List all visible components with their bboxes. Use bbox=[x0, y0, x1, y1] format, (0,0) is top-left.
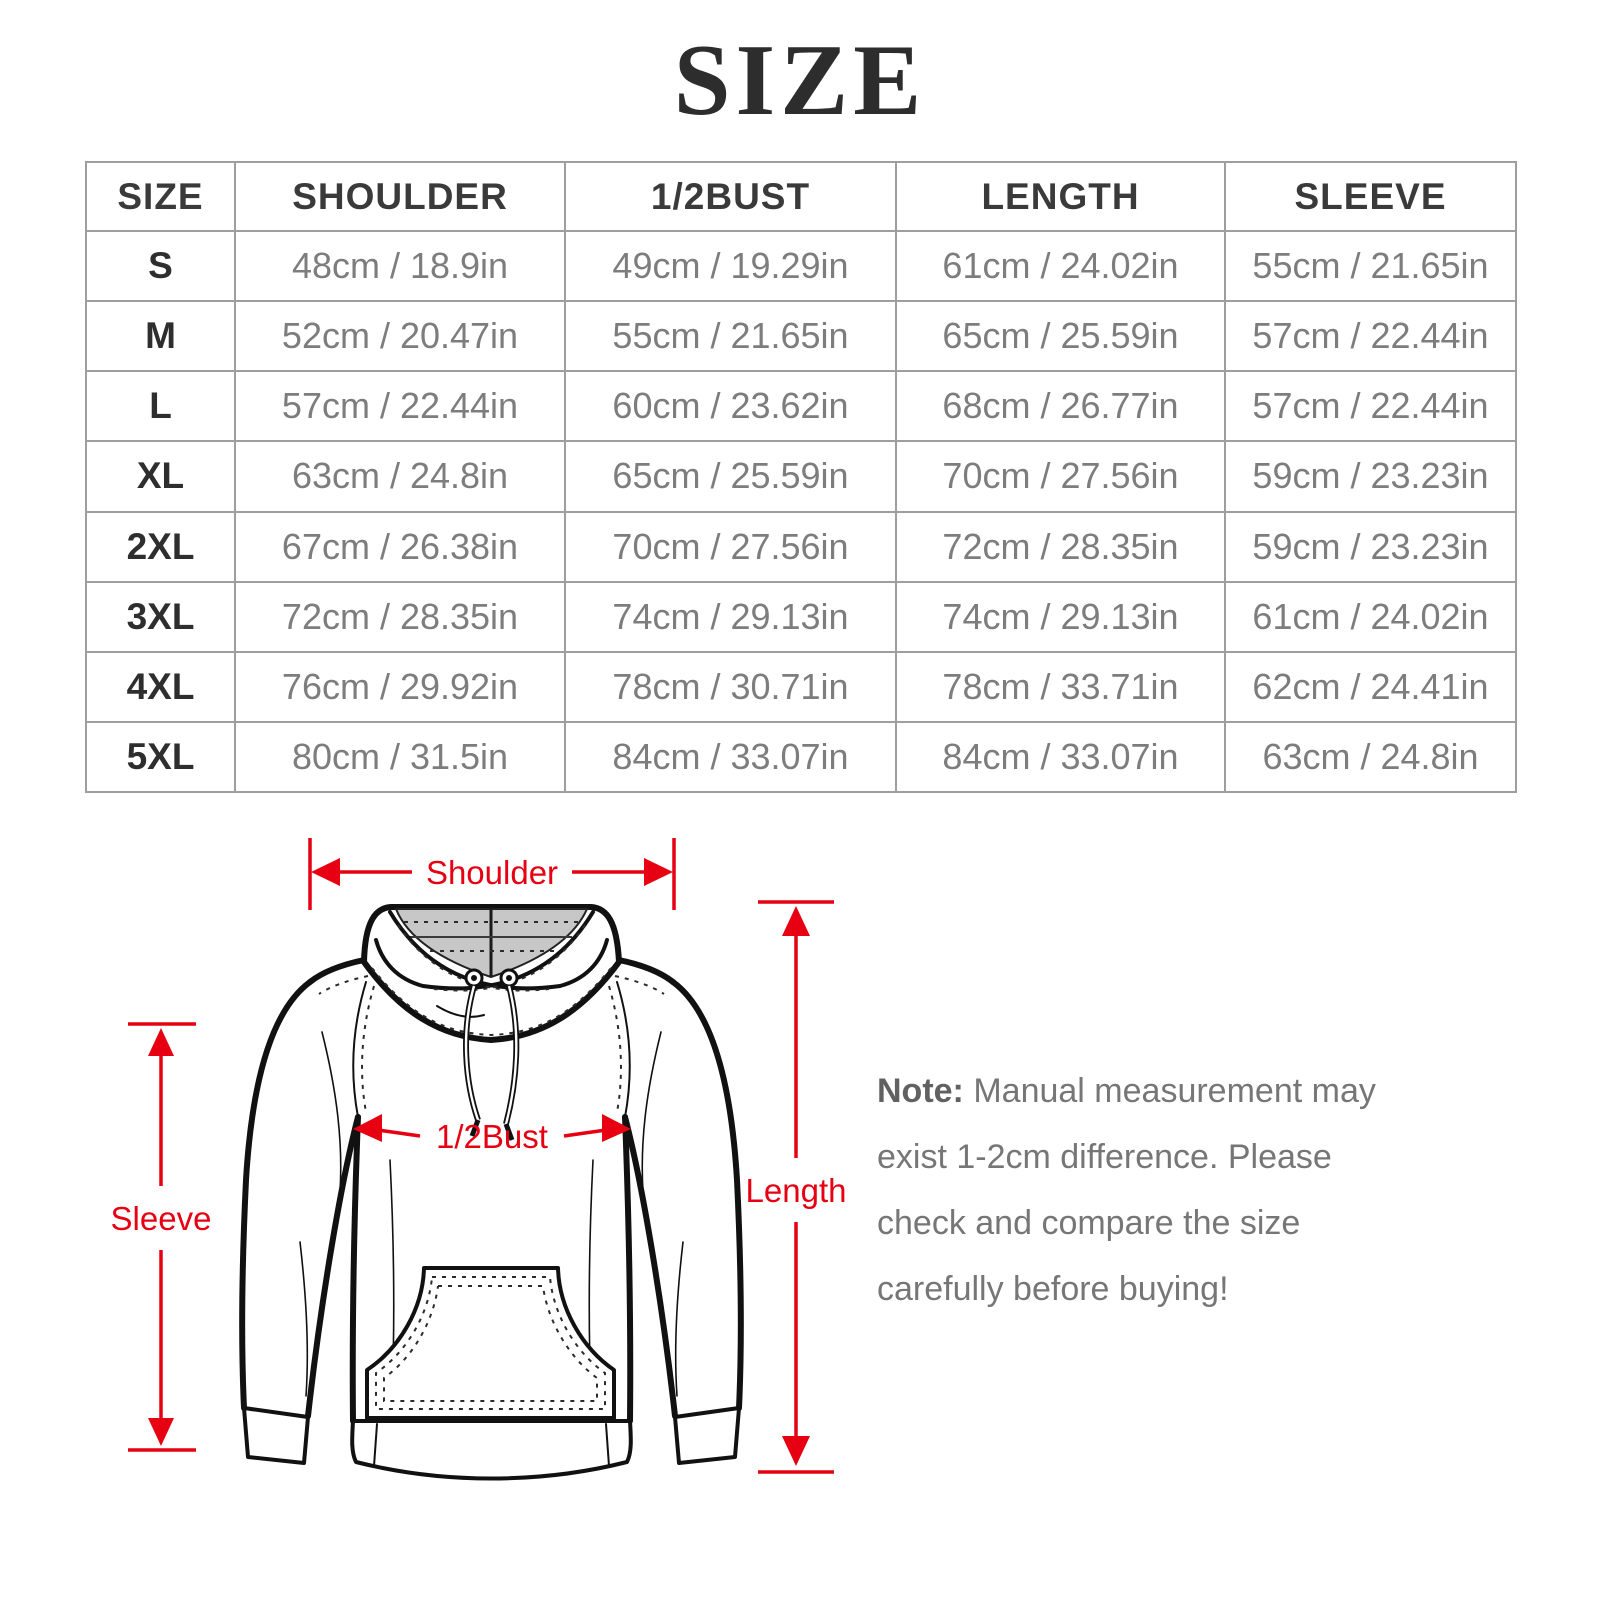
col-header-sleeve: SLEEVE bbox=[1224, 161, 1517, 232]
size-cell: 3XL bbox=[85, 580, 236, 653]
measurement-cell: 67cm / 26.38in bbox=[234, 510, 566, 583]
measurement-cell: 48cm / 18.9in bbox=[234, 229, 566, 303]
bust-label: 1/2Bust bbox=[436, 1118, 548, 1155]
down-arrowhead-icon bbox=[782, 1436, 810, 1466]
table-row: 4XL 76cm / 29.92in 78cm / 30.71in 78cm / 33… bbox=[85, 650, 1517, 723]
measurement-cell: 72cm / 28.35in bbox=[895, 510, 1226, 583]
note-prefix: Note: bbox=[877, 1072, 964, 1110]
hoodie-illustration bbox=[239, 904, 744, 1481]
measurement-cell: 57cm / 22.44in bbox=[1224, 370, 1517, 443]
col-header-bust: 1/2BUST bbox=[564, 161, 897, 232]
size-cell: 2XL bbox=[85, 510, 236, 583]
measurement-cell: 84cm / 33.07in bbox=[564, 720, 897, 794]
col-header-shoulder: SHOULDER bbox=[234, 161, 566, 232]
measurement-cell: 59cm / 23.23in bbox=[1224, 510, 1517, 583]
size-cell: M bbox=[85, 300, 236, 373]
measurement-cell: 70cm / 27.56in bbox=[895, 440, 1226, 513]
shoulder-label: Shoulder bbox=[426, 854, 558, 891]
size-cell: L bbox=[85, 370, 236, 443]
table-row: 2XL 67cm / 26.38in 70cm / 27.56in 72cm / 28… bbox=[85, 510, 1517, 583]
bust-annotation: 1/2Bust bbox=[353, 1114, 631, 1155]
table-row: L 57cm / 22.44in 60cm / 23.62in 68cm / 26.7… bbox=[85, 370, 1517, 443]
measurement-cell: 55cm / 21.65in bbox=[1224, 229, 1517, 303]
left-arrowhead-icon bbox=[353, 1114, 382, 1142]
size-cell: S bbox=[85, 229, 236, 303]
length-annotation: Length bbox=[746, 900, 847, 1474]
note-line: exist 1-2cm difference. Please bbox=[877, 1138, 1332, 1176]
measurement-cell: 76cm / 29.92in bbox=[234, 650, 566, 723]
note-line: Note: Manual measurement may bbox=[877, 1072, 1376, 1110]
note-line: carefully before buying! bbox=[877, 1270, 1229, 1308]
sleeve-annotation: Sleeve bbox=[111, 1022, 212, 1452]
right-arrowhead-icon bbox=[602, 1114, 631, 1142]
left-arrowhead-icon bbox=[311, 858, 340, 886]
measurement-cell: 49cm / 19.29in bbox=[564, 229, 897, 303]
col-header-size: SIZE bbox=[85, 161, 236, 232]
measurement-cell: 60cm / 23.62in bbox=[564, 370, 897, 443]
size-table-header: SIZE SHOULDER 1/2BUST LENGTH SLEEVE bbox=[85, 161, 1517, 232]
measurement-cell: 74cm / 29.13in bbox=[564, 580, 897, 653]
table-row: XL 63cm / 24.8in 65cm / 25.59in 70cm / 27.5… bbox=[85, 440, 1517, 513]
table-row: M 52cm / 20.47in 55cm / 21.65in 65cm / 25.5… bbox=[85, 300, 1517, 373]
measurement-cell: 70cm / 27.56in bbox=[564, 510, 897, 583]
measurement-cell: 65cm / 25.59in bbox=[564, 440, 897, 513]
table-row: 3XL 72cm / 28.35in 74cm / 29.13in 74cm / 29… bbox=[85, 580, 1517, 653]
measurement-cell: 74cm / 29.13in bbox=[895, 580, 1226, 653]
measurement-cell: 62cm / 24.41in bbox=[1224, 650, 1517, 723]
measurement-cell: 59cm / 23.23in bbox=[1224, 440, 1517, 513]
measurement-cell: 63cm / 24.8in bbox=[1224, 720, 1517, 794]
measurement-cell: 52cm / 20.47in bbox=[234, 300, 566, 373]
page-title: SIZE bbox=[673, 24, 927, 137]
size-cell: 5XL bbox=[85, 720, 236, 794]
right-arrowhead-icon bbox=[644, 858, 673, 886]
measurement-cell: 84cm / 33.07in bbox=[895, 720, 1226, 794]
sleeve-label: Sleeve bbox=[111, 1200, 212, 1237]
size-table: SIZE SHOULDER 1/2BUST LENGTH SLEEVE S 48c… bbox=[85, 161, 1517, 794]
up-arrowhead-icon bbox=[148, 1028, 174, 1056]
table-row: 5XL 80cm / 31.5in 84cm / 33.07in 84cm / 33.… bbox=[85, 720, 1517, 794]
measurement-cell: 61cm / 24.02in bbox=[1224, 580, 1517, 653]
shoulder-annotation: Shoulder bbox=[308, 838, 676, 910]
measurement-cell: 78cm / 33.71in bbox=[895, 650, 1226, 723]
measurement-cell: 57cm / 22.44in bbox=[234, 370, 566, 443]
size-cell: XL bbox=[85, 440, 236, 513]
up-arrowhead-icon bbox=[782, 906, 810, 936]
down-arrowhead-icon bbox=[148, 1418, 174, 1446]
measurement-cell: 65cm / 25.59in bbox=[895, 300, 1226, 373]
header-row: SIZE SHOULDER 1/2BUST LENGTH SLEEVE bbox=[85, 161, 1517, 232]
table-row: S 48cm / 18.9in 49cm / 19.29in 61cm / 24.02… bbox=[85, 229, 1517, 303]
measurement-cell: 78cm / 30.71in bbox=[564, 650, 897, 723]
measurement-note: Note: Manual measurement may exist 1-2cm… bbox=[877, 1058, 1497, 1322]
measurement-cell: 72cm / 28.35in bbox=[234, 580, 566, 653]
measurement-cell: 61cm / 24.02in bbox=[895, 229, 1226, 303]
measurement-cell: 57cm / 22.44in bbox=[1224, 300, 1517, 373]
measurement-cell: 55cm / 21.65in bbox=[564, 300, 897, 373]
size-table-body: S 48cm / 18.9in 49cm / 19.29in 61cm / 24.02… bbox=[85, 229, 1517, 794]
note-line: check and compare the size bbox=[877, 1204, 1301, 1242]
length-label: Length bbox=[746, 1172, 847, 1209]
size-cell: 4XL bbox=[85, 650, 236, 723]
col-header-length: LENGTH bbox=[895, 161, 1226, 232]
measurement-cell: 68cm / 26.77in bbox=[895, 370, 1226, 443]
measurement-cell: 63cm / 24.8in bbox=[234, 440, 566, 513]
measurement-cell: 80cm / 31.5in bbox=[234, 720, 566, 794]
